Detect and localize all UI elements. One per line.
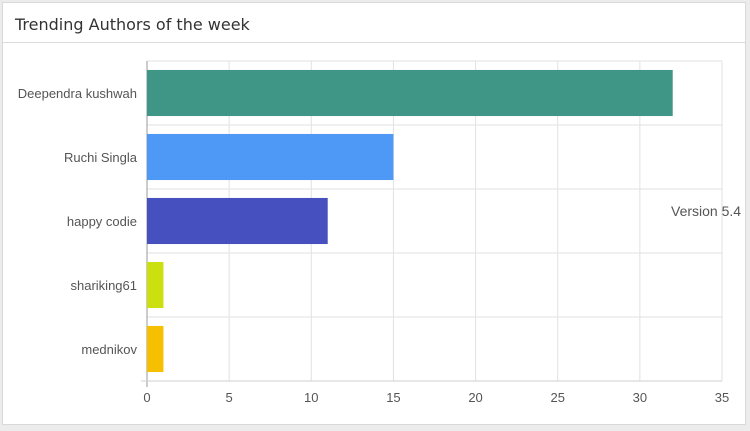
x-tick-label: 15 <box>386 390 400 405</box>
y-tick-label: happy codie <box>67 214 137 229</box>
version-label: Version 5.4 <box>671 203 742 219</box>
bar-shariking61 <box>147 261 164 309</box>
y-tick-label: shariking61 <box>71 278 138 293</box>
x-tick-label: 25 <box>550 390 564 405</box>
bar-happy-codie <box>147 197 328 245</box>
x-tick-label: 5 <box>226 390 233 405</box>
card-header: Trending Authors of the week <box>3 3 745 43</box>
x-tick-label: 30 <box>633 390 647 405</box>
x-tick-label: 10 <box>304 390 318 405</box>
bar-mednikov <box>147 325 164 373</box>
bar-ruchi-singla <box>147 133 394 181</box>
x-tick-label: 0 <box>143 390 150 405</box>
card-title: Trending Authors of the week <box>15 15 250 34</box>
y-tick-label: Ruchi Singla <box>64 150 138 165</box>
y-tick-label: Deependra kushwah <box>18 86 137 101</box>
bar-deependra-kushwah <box>147 69 673 117</box>
x-tick-label: 20 <box>468 390 482 405</box>
x-tick-label: 35 <box>715 390 729 405</box>
y-tick-label: mednikov <box>81 342 137 357</box>
